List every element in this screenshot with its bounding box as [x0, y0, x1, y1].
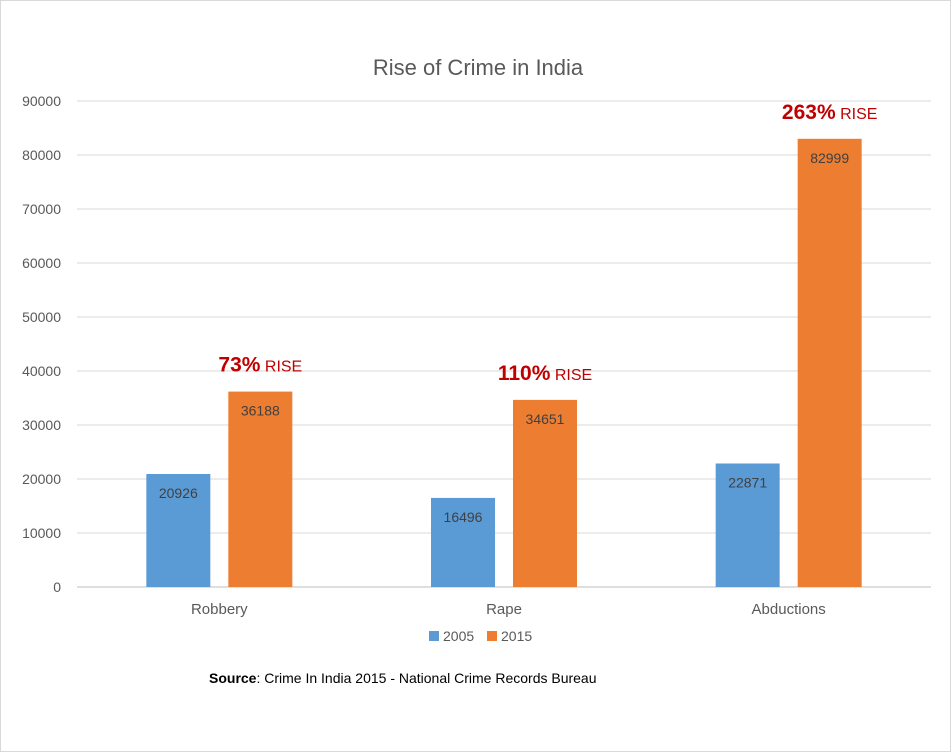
legend: 2005 2015: [429, 628, 532, 644]
gridlines: [77, 100, 931, 588]
source-label: Source: [209, 670, 257, 686]
x-category-label: Rape: [486, 601, 522, 618]
x-category-label: Abductions: [752, 601, 826, 618]
y-tick-label: 40000: [22, 363, 61, 379]
rise-annotation: 73% RISE: [218, 354, 302, 377]
data-label: 16496: [444, 509, 483, 525]
y-tick-label: 90000: [22, 93, 61, 109]
rise-word: RISE: [550, 367, 592, 384]
rise-percent: 73%: [218, 354, 260, 377]
bar-2005-rape: [431, 497, 495, 587]
y-tick-label: 30000: [22, 417, 61, 433]
source-text: : Crime In India 2015 - National Crime R…: [256, 670, 597, 686]
y-tick-label: 60000: [22, 255, 61, 271]
bar-2015-rape: [513, 399, 577, 587]
chart-title: Rise of Crime in India: [373, 55, 584, 80]
rise-annotation: 110% RISE: [498, 362, 592, 385]
y-tick-label: 10000: [22, 525, 61, 541]
y-tick-label: 70000: [22, 201, 61, 217]
data-label: 22871: [728, 474, 767, 490]
y-tick-label: 0: [53, 579, 61, 595]
x-category-label: Robbery: [191, 601, 248, 618]
y-tick-label: 50000: [22, 309, 61, 325]
legend-swatch: [487, 631, 497, 641]
data-label: 82999: [810, 150, 849, 166]
x-axis-categories: Robbery Rape Abductions: [191, 601, 826, 618]
rise-percent: 263%: [782, 101, 836, 124]
data-label: 20926: [159, 485, 198, 501]
y-tick-label: 80000: [22, 147, 61, 163]
bar-2005-abductions: [715, 463, 780, 587]
bars: 20926 36188 16496 34651 22871 82999: [146, 138, 862, 587]
bar-2005-robbery: [146, 473, 211, 587]
legend-label: 2015: [501, 628, 532, 644]
y-axis-ticks: 0 10000 20000 30000 40000 50000 60000 70000 8000…: [22, 93, 61, 595]
data-label: 34651: [526, 411, 565, 427]
y-tick-label: 20000: [22, 471, 61, 487]
bar-2015-abductions: [797, 138, 862, 587]
source-note: Source: Crime In India 2015 - National C…: [209, 670, 597, 686]
bar-2015-robbery: [228, 391, 293, 587]
data-label: 36188: [241, 403, 280, 419]
rise-annotation: 263% RISE: [782, 101, 878, 124]
legend-label: 2005: [443, 628, 474, 644]
rise-word: RISE: [836, 106, 878, 123]
rise-word: RISE: [260, 359, 302, 376]
legend-swatch: [429, 631, 439, 641]
rise-percent: 110%: [498, 362, 551, 385]
